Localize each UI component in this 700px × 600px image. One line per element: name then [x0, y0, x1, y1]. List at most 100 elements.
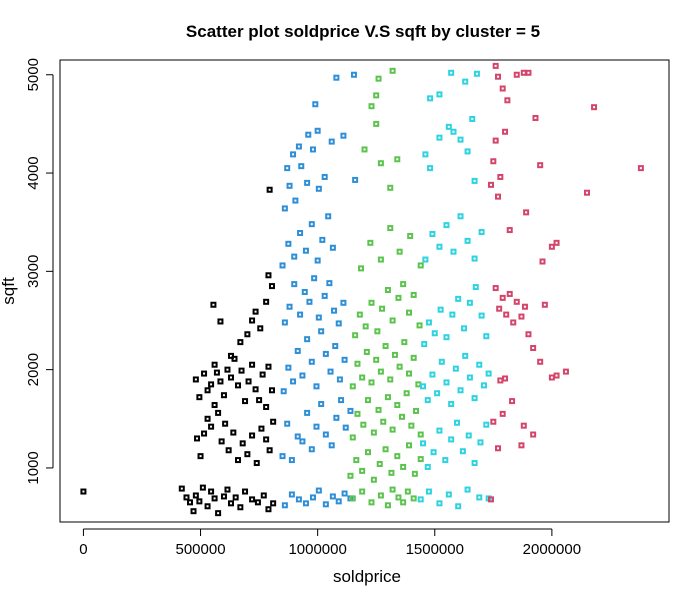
x-tick-label: 0	[79, 541, 87, 558]
data-point	[295, 496, 302, 503]
data-point	[279, 262, 286, 269]
data-point	[495, 193, 502, 200]
data-point	[373, 120, 380, 127]
data-point	[204, 503, 211, 510]
data-point	[335, 498, 342, 505]
data-point	[263, 436, 270, 443]
data-point	[483, 421, 490, 428]
data-point	[510, 319, 517, 326]
data-point	[314, 257, 321, 264]
data-point	[492, 137, 499, 144]
data-point	[374, 328, 381, 335]
data-point	[201, 370, 208, 377]
data-point	[395, 494, 402, 501]
data-point	[478, 229, 485, 236]
data-point	[340, 299, 347, 306]
data-point	[401, 339, 408, 346]
data-point	[509, 398, 516, 405]
data-point	[370, 476, 377, 483]
data-point	[245, 378, 252, 385]
data-point	[249, 361, 256, 368]
data-point	[499, 85, 506, 92]
data-point	[333, 414, 340, 421]
data-point	[252, 386, 259, 393]
data-point	[459, 448, 466, 455]
data-point	[406, 370, 413, 377]
data-point	[208, 488, 215, 495]
data-point	[389, 486, 396, 493]
data-point	[408, 422, 415, 429]
data-point	[478, 312, 485, 319]
data-point	[539, 258, 546, 265]
x-axis: 0 500000 1000000 1500000 2000000	[79, 528, 581, 558]
data-point	[373, 356, 380, 363]
data-point	[375, 75, 382, 82]
data-point	[313, 383, 320, 390]
data-point	[294, 433, 301, 440]
data-point	[377, 368, 384, 375]
data-point	[292, 197, 299, 204]
data-point	[211, 361, 218, 368]
data-point	[263, 403, 270, 410]
data-point	[199, 484, 206, 491]
data-point	[513, 298, 520, 305]
data-point	[429, 371, 436, 378]
data-point	[487, 181, 494, 188]
data-point	[313, 423, 320, 430]
data-point	[430, 449, 437, 456]
data-point	[387, 225, 394, 232]
points-layer	[80, 62, 644, 517]
data-point	[532, 114, 539, 121]
data-point	[448, 436, 455, 443]
y-tick-label: 1000	[25, 451, 42, 484]
data-point	[349, 495, 356, 502]
data-point	[518, 442, 525, 449]
data-point	[347, 472, 354, 479]
chart-title: Scatter plot soldprice V.S sqft by clust…	[186, 22, 540, 41]
data-point	[315, 314, 322, 321]
data-point	[465, 432, 472, 439]
data-point	[384, 394, 391, 401]
data-point	[253, 460, 260, 467]
data-point	[281, 319, 288, 326]
data-point	[335, 320, 342, 327]
data-point	[265, 506, 272, 513]
data-point	[387, 184, 394, 191]
data-point	[434, 390, 441, 397]
data-point	[217, 378, 224, 385]
data-point	[477, 439, 484, 446]
data-point	[429, 230, 436, 237]
data-point	[497, 377, 504, 384]
data-point	[469, 115, 476, 122]
data-point	[224, 486, 231, 493]
data-point	[455, 503, 462, 510]
data-point	[376, 461, 383, 468]
data-point	[443, 379, 450, 386]
data-point	[220, 392, 227, 399]
data-point	[504, 97, 511, 104]
data-point	[305, 131, 312, 138]
data-point	[436, 500, 443, 507]
data-point	[495, 445, 502, 452]
data-point	[249, 496, 256, 503]
data-point	[396, 363, 403, 370]
data-point	[436, 91, 443, 98]
data-point	[263, 298, 270, 305]
data-point	[387, 376, 394, 383]
data-point	[288, 457, 295, 464]
data-point	[411, 470, 418, 477]
data-point	[279, 453, 286, 460]
data-point	[308, 221, 315, 228]
data-point	[322, 350, 329, 357]
data-point	[443, 222, 450, 229]
data-point	[496, 305, 503, 312]
data-point	[410, 354, 417, 361]
data-point	[338, 397, 345, 404]
data-point	[400, 281, 407, 288]
data-point	[256, 397, 263, 404]
data-point	[326, 280, 333, 287]
data-point	[471, 255, 478, 262]
data-point	[322, 501, 329, 508]
data-point	[476, 494, 483, 501]
data-point	[389, 67, 396, 74]
